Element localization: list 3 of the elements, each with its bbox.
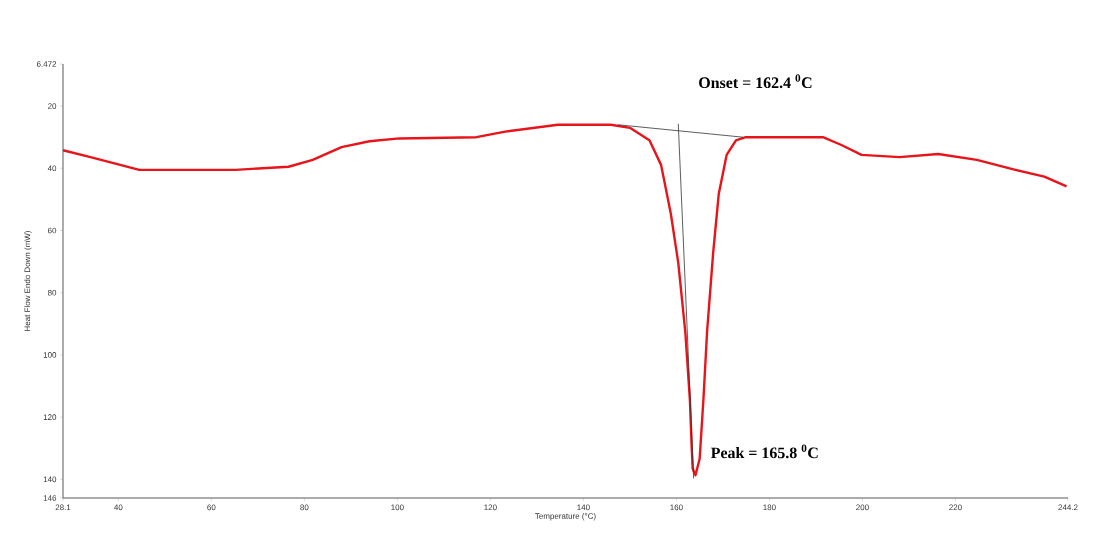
annotation: Onset = 162.4 $^{0}$C [699,74,812,89]
line-series [61,123,1068,477]
annotation: Peak = 165.8 $^{0}$C [710,444,818,459]
